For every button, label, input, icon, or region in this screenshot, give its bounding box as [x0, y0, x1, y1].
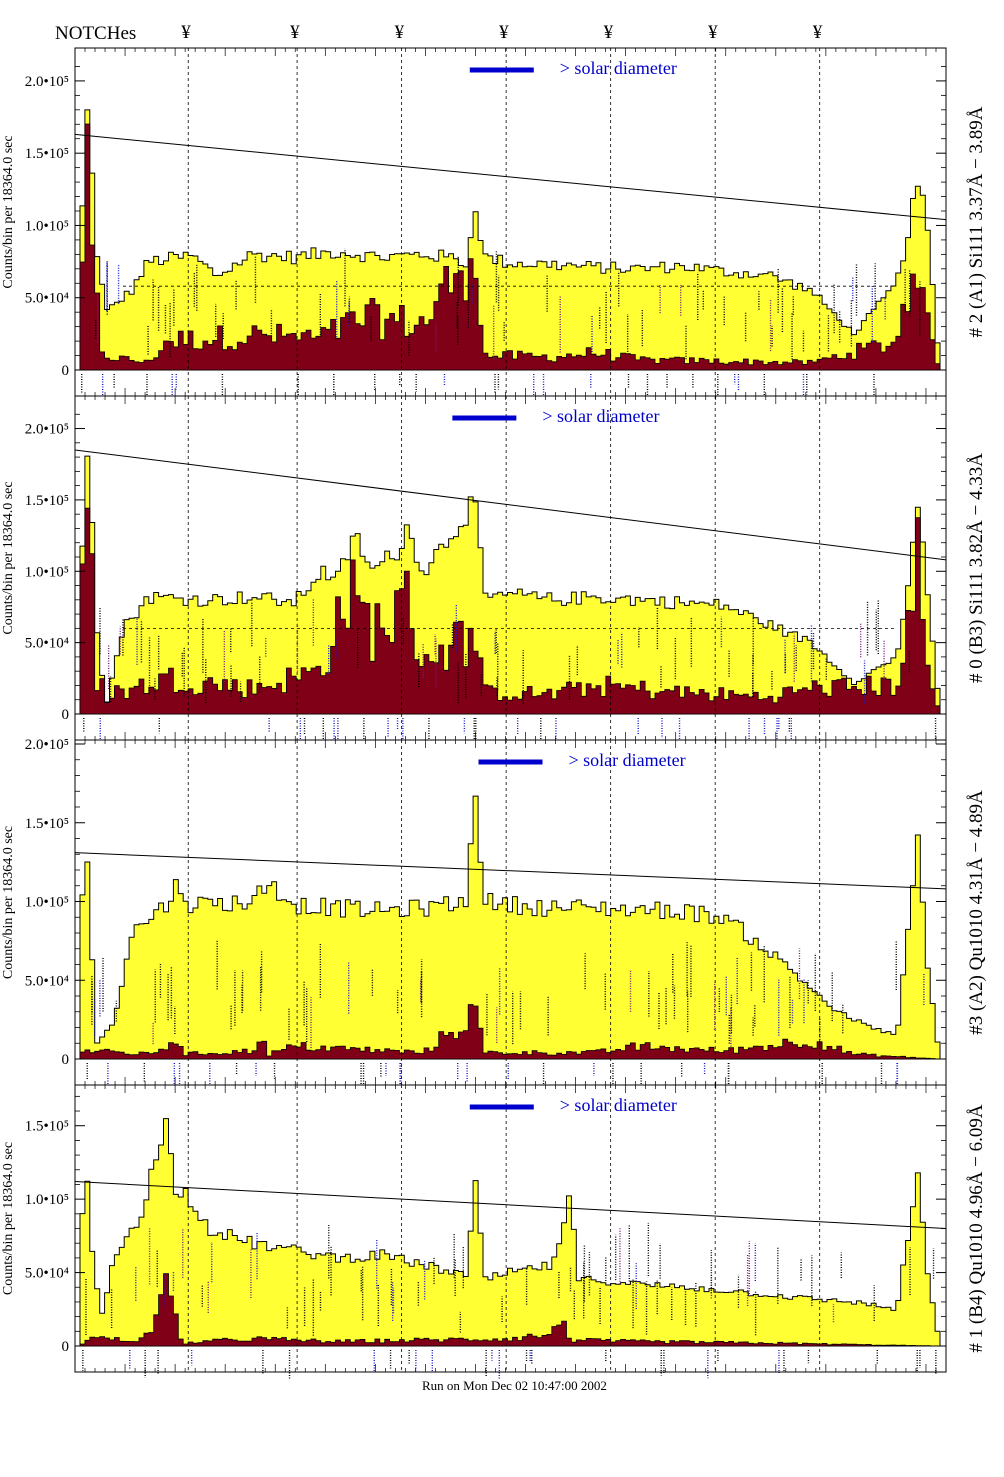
secondary-counts-area: [79, 507, 941, 715]
spectral-line-markers: [81, 248, 921, 403]
solar-diameter-annotation: > solar diameter: [569, 750, 686, 770]
y-tick-label: 1.5•10⁵: [25, 146, 69, 162]
y-axis-title: Counts/bin per 18364.0 sec: [1, 1142, 16, 1295]
y-tick-label: 1.0•10⁵: [25, 1192, 69, 1208]
total-counts-area: [79, 109, 941, 371]
y-axis-title: Counts/bin per 18364.0 sec: [1, 135, 16, 288]
spectral-line-markers: [86, 940, 925, 1093]
solar-diameter-annotation: > solar diameter: [560, 58, 677, 78]
y-tick-label: 1.5•10⁵: [25, 1119, 69, 1135]
y-tick-label: 5.0•10⁴: [25, 291, 69, 307]
notch-marker-1: ¥: [181, 22, 191, 43]
y-tick-label: 2.0•10⁵: [25, 74, 69, 90]
spectral-line-markers: [82, 1222, 937, 1380]
fit-line: [74, 1181, 947, 1230]
y-tick-label: 5.0•10⁴: [25, 636, 69, 652]
y-tick-label: 5.0•10⁴: [25, 1266, 69, 1282]
channel-label: # 0 (B3) Si111 3.82Å − 4.33Å: [966, 453, 987, 683]
y-tick-label: 2.0•10⁵: [25, 422, 69, 438]
notch-marker-5: ¥: [604, 22, 614, 43]
secondary-counts-area: [79, 123, 941, 371]
chart-panel-si111-b3: 0 5.0•10⁴ 1.0•10⁵ 1.5•10⁵ 2.0•10⁵ Counts/bin …: [1, 395, 987, 748]
solar-diameter-annotation: > solar diameter: [560, 1095, 677, 1115]
spectral-line-markers: [83, 598, 937, 748]
solar-diameter-annotation: > solar diameter: [542, 406, 659, 426]
notches-label: NOTCHes: [55, 23, 136, 44]
fit-line: [74, 852, 947, 890]
y-tick-label: 1.5•10⁵: [25, 493, 69, 509]
notch-marker-4: ¥: [499, 22, 509, 43]
notch-symbols: ¥ ¥ ¥ ¥ ¥ ¥ ¥: [181, 22, 822, 43]
total-counts-area: [79, 455, 941, 715]
y-tick-label: 0: [62, 363, 70, 379]
secondary-counts-area: [79, 1004, 941, 1060]
y-tick-label: 1.5•10⁵: [25, 816, 69, 832]
chart-panel-si111-a1: 0 5.0•10⁴ 1.0•10⁵ 1.5•10⁵ 2.0•10⁵ Counts/bin …: [1, 47, 987, 403]
chart-panel-qu1010-a2: 0 5.0•10⁴ 1.0•10⁵ 1.5•10⁵ 2.0•10⁵ Counts/bin …: [1, 737, 987, 1093]
channel-label: # 2 (A1) Si111 3.37Å − 3.89Å: [966, 106, 987, 337]
notch-marker-2: ¥: [290, 22, 300, 43]
y-tick-label: 2.0•10⁵: [25, 737, 69, 753]
y-tick-label: 1.0•10⁵: [25, 895, 69, 911]
y-tick-label: 5.0•10⁴: [25, 973, 69, 989]
chart-panel-qu1010-b4: 0 5.0•10⁴ 1.0•10⁵ 1.5•10⁵ Counts/bin per 183…: [1, 1084, 987, 1380]
y-axis-title: Counts/bin per 18364.0 sec: [1, 826, 16, 979]
y-tick-label: 0: [62, 1052, 70, 1068]
run-timestamp: Run on Mon Dec 02 10:47:00 2002: [422, 1378, 607, 1393]
y-axis-title: Counts/bin per 18364.0 sec: [1, 481, 16, 634]
channel-label: #3 (A2) Qu1010 4.31Å − 4.89Å: [966, 790, 987, 1035]
y-tick-label: 1.0•10⁵: [25, 218, 69, 234]
y-tick-label: 0: [62, 1339, 70, 1355]
fit-line: [74, 133, 947, 221]
fit-line: [74, 449, 947, 561]
notch-marker-6: ¥: [708, 22, 718, 43]
secondary-counts-area: [79, 1273, 941, 1347]
notch-marker-3: ¥: [395, 22, 405, 43]
y-tick-label: 1.0•10⁵: [25, 564, 69, 580]
total-counts-area: [79, 1118, 941, 1347]
notch-marker-7: ¥: [813, 22, 823, 43]
channel-label: # 1 (B4) Qu1010 4.96Å − 6.09Å: [966, 1104, 987, 1352]
y-tick-label: 0: [62, 707, 70, 723]
